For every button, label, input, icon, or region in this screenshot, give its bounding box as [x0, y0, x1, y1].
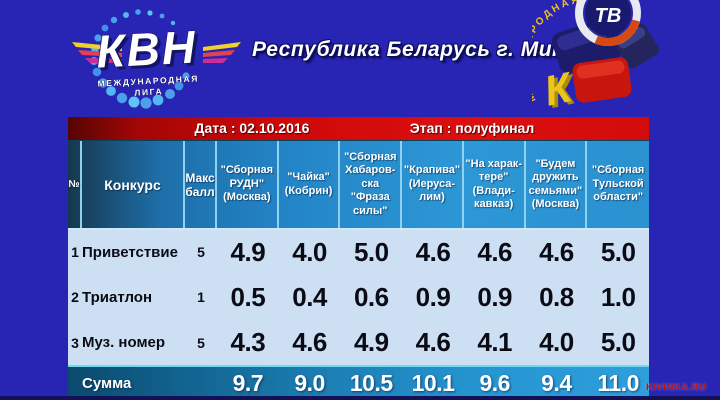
page-title: Республика Беларусь г. Минск: [252, 38, 589, 61]
tv-badge-icon: ТВ: [575, 0, 641, 46]
kvn-tv-logo: МЕЖДУНАРОДНАЯ К К ТВ: [532, 0, 660, 115]
kvn-league-logo: КВН КВН МЕЖДУНАРОДНАЯ ЛИГА: [72, 9, 241, 109]
team-header-rudn: "Сборная РУДН" (Москва): [217, 141, 279, 228]
team-header-tula: "Сборная Тульской области": [591, 164, 645, 204]
max-score: 1: [197, 289, 205, 305]
contest-name: Триатлон: [82, 288, 153, 306]
score-cell: 0.8: [539, 281, 574, 312]
score-cell: 0.4: [292, 281, 327, 312]
total-cell: 10.1: [411, 369, 455, 396]
team-header-khabarovsk: "Сборная Хабаров- ска "Фраза силы": [340, 141, 403, 228]
total-cell: 9.7: [232, 369, 264, 396]
score-cell: 4.9: [353, 327, 389, 357]
score-cell: 0.6: [353, 281, 389, 312]
total-cell: 10.5: [349, 369, 393, 396]
score-cell: 4.0: [292, 236, 327, 267]
team-header-chaika: "Чайка" (Кобрин): [279, 141, 341, 228]
table-row: 1 Приветствие 5 4.9 4.0 5.0 4.6 4.6 4.6 …: [68, 230, 649, 274]
column-header-max: Макс балл: [185, 141, 217, 228]
info-bar: Дата : 02.10.2016 Этап : полуфинал: [68, 117, 649, 141]
score-cell: 4.3: [230, 327, 266, 357]
score-cell: 0.9: [477, 281, 513, 312]
score-cell: 4.9: [230, 236, 266, 267]
score-cell: 4.6: [539, 236, 574, 267]
wing-left-icon: [72, 42, 122, 63]
total-cell: 9.6: [479, 369, 510, 396]
score-cell: 4.1: [477, 327, 513, 357]
total-row: Сумма 9.7 9.0 10.5 10.1 9.6 9.4 11.0: [68, 365, 649, 399]
total-cell: 9.4: [541, 369, 572, 396]
score-cell: 4.6: [477, 236, 513, 267]
total-label: Сумма: [82, 374, 132, 392]
score-cell: 5.0: [600, 236, 636, 267]
score-cell: 0.5: [230, 281, 266, 312]
score-cell: 4.6: [415, 327, 451, 357]
row-number: 1: [71, 244, 79, 260]
score-cell: 4.6: [415, 236, 451, 267]
wing-right-icon: [203, 42, 241, 63]
score-cell: 5.0: [600, 327, 636, 357]
row-number: 2: [71, 289, 79, 305]
contest-name: Муз. номер: [82, 334, 166, 351]
contest-name: Приветствие: [82, 243, 178, 261]
score-cell: 4.6: [292, 327, 327, 357]
score-cell: 5.0: [353, 236, 389, 267]
score-cell: 1.0: [600, 281, 636, 312]
bottom-edge-strip: [0, 396, 720, 400]
team-header-na-kharaktere: "На харак- тере" (Влади- кавказ): [464, 141, 526, 228]
scoreboard-table: Дата : 02.10.2016 Этап : полуфинал № Кон…: [68, 117, 649, 399]
total-cell: 9.0: [294, 369, 325, 396]
column-header-num: №: [68, 141, 82, 228]
date-label: Дата : 02.10.2016: [194, 120, 310, 136]
row-number: 3: [71, 334, 79, 351]
kvn-logo-subtitle2: ЛИГА: [134, 86, 163, 97]
tv-badge-label: ТВ: [595, 5, 622, 27]
max-score: 5: [197, 244, 205, 260]
score-cell: 4.0: [539, 327, 574, 357]
team-header-krapiva: "Крапива" (Иеруса- лим): [402, 141, 464, 228]
kvn-logo-shadow: КВН: [98, 23, 201, 80]
watermark: KIVINKA.RU: [646, 382, 707, 393]
table-row: 2 Триатлон 1 0.5 0.4 0.6 0.9 0.9 0.8 1.0: [68, 274, 649, 320]
column-header-contest: Конкурс: [82, 141, 185, 228]
table-header-row: № Конкурс Макс балл "Сборная РУДН" (Моск…: [68, 141, 649, 230]
stage-label: Этап : полуфинал: [409, 120, 535, 136]
score-cell: 0.9: [415, 281, 451, 312]
table-row: 3 Муз. номер 5 4.3 4.6 4.9 4.6 4.1 4.0 5…: [68, 320, 649, 365]
kvn-logo-text: КВН: [95, 20, 198, 77]
total-cell: 11.0: [597, 369, 639, 396]
team-header-budem-druzhit: "Будем дружить семьями" (Москва): [526, 141, 588, 228]
max-score: 5: [197, 334, 205, 351]
table-body: 1 Приветствие 5 4.9 4.0 5.0 4.6 4.6 4.6 …: [68, 230, 649, 365]
